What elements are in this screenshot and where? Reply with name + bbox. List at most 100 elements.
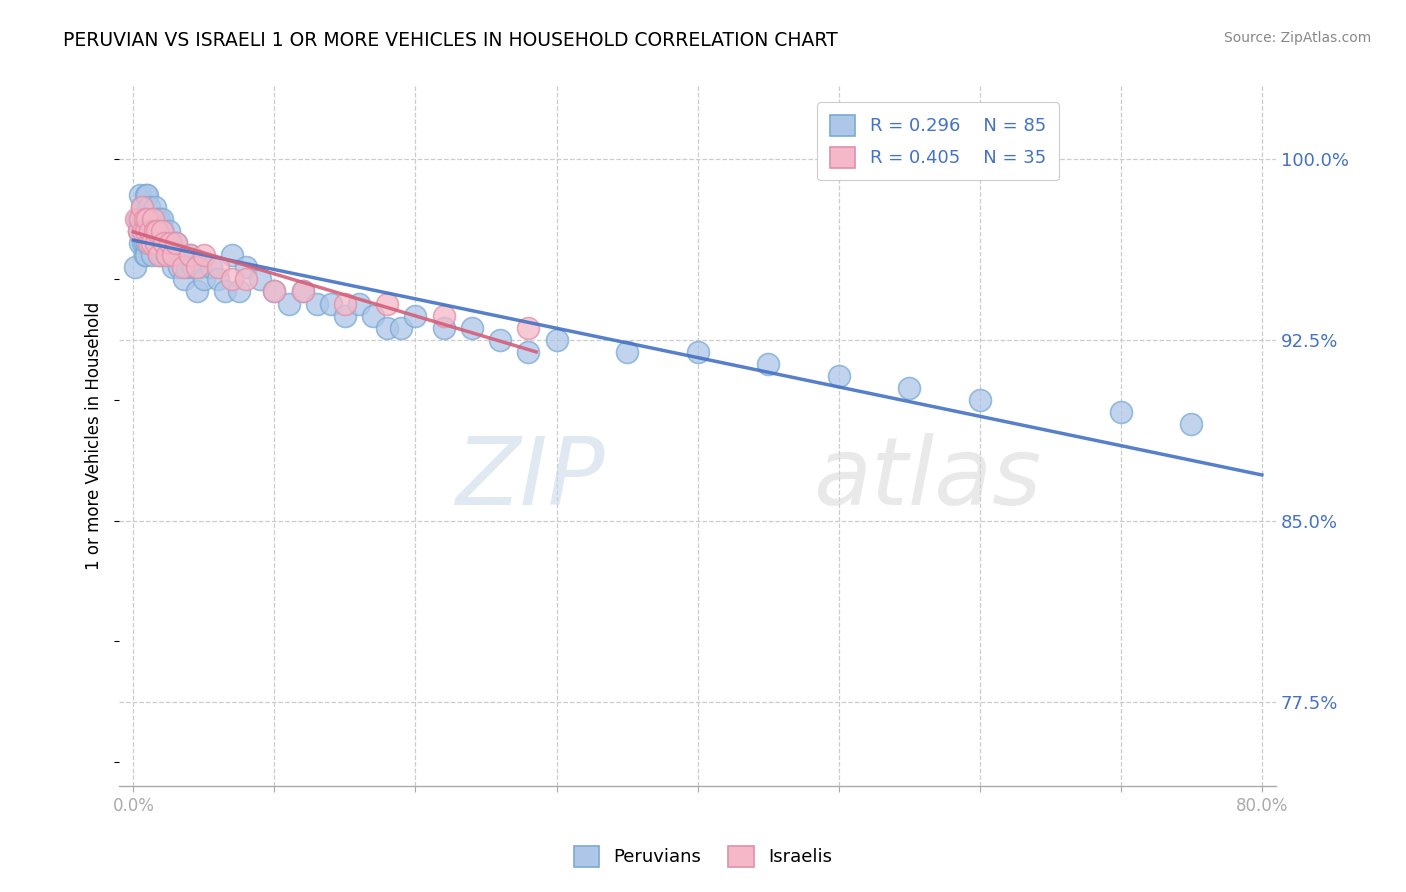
Point xyxy=(179,248,201,262)
Point xyxy=(305,296,328,310)
Point xyxy=(152,224,174,238)
Point xyxy=(150,212,173,227)
Point xyxy=(277,296,299,310)
Point xyxy=(179,248,201,262)
Point xyxy=(249,272,271,286)
Point xyxy=(149,236,172,251)
Point xyxy=(143,224,166,238)
Point xyxy=(461,320,484,334)
Point xyxy=(193,248,215,262)
Legend: R = 0.296    N = 85, R = 0.405    N = 35: R = 0.296 N = 85, R = 0.405 N = 35 xyxy=(817,103,1059,180)
Point xyxy=(142,212,165,227)
Point xyxy=(148,248,170,262)
Text: atlas: atlas xyxy=(813,433,1042,524)
Point xyxy=(136,212,159,227)
Point xyxy=(221,248,243,262)
Point xyxy=(134,248,156,262)
Point xyxy=(138,236,160,251)
Point xyxy=(200,260,222,275)
Point xyxy=(193,272,215,286)
Point xyxy=(190,260,212,275)
Point xyxy=(159,248,181,262)
Point xyxy=(159,236,181,251)
Y-axis label: 1 or more Vehicles in Household: 1 or more Vehicles in Household xyxy=(86,302,103,570)
Point xyxy=(127,212,149,227)
Point xyxy=(167,260,190,275)
Point xyxy=(517,344,540,359)
Point xyxy=(141,224,163,238)
Point xyxy=(1109,405,1132,419)
Point xyxy=(150,248,173,262)
Point xyxy=(146,224,169,238)
Point xyxy=(291,285,314,299)
Point xyxy=(898,381,921,395)
Point xyxy=(134,212,156,227)
Point xyxy=(128,224,150,238)
Point xyxy=(132,224,155,238)
Point xyxy=(138,200,160,214)
Point xyxy=(389,320,412,334)
Point xyxy=(125,212,148,227)
Point xyxy=(214,285,236,299)
Point xyxy=(153,236,176,251)
Point xyxy=(176,260,198,275)
Text: ZIP: ZIP xyxy=(456,433,605,524)
Point xyxy=(235,272,257,286)
Point xyxy=(221,272,243,286)
Point xyxy=(143,224,166,238)
Point xyxy=(129,212,152,227)
Point xyxy=(969,392,991,407)
Point xyxy=(129,236,152,251)
Point xyxy=(138,224,160,238)
Point xyxy=(156,236,179,251)
Point xyxy=(263,285,285,299)
Legend: Peruvians, Israelis: Peruvians, Israelis xyxy=(567,838,839,874)
Point xyxy=(186,285,208,299)
Point xyxy=(134,212,156,227)
Point xyxy=(124,260,146,275)
Point xyxy=(135,248,157,262)
Point xyxy=(136,236,159,251)
Point xyxy=(153,236,176,251)
Point xyxy=(291,285,314,299)
Point xyxy=(155,248,177,262)
Point xyxy=(131,200,153,214)
Point xyxy=(162,248,184,262)
Point xyxy=(160,236,183,251)
Point xyxy=(1180,417,1202,432)
Point xyxy=(170,248,193,262)
Point xyxy=(139,212,162,227)
Point xyxy=(263,285,285,299)
Point xyxy=(156,248,179,262)
Point xyxy=(162,260,184,275)
Point xyxy=(141,248,163,262)
Point xyxy=(128,224,150,238)
Point xyxy=(135,212,157,227)
Point xyxy=(134,236,156,251)
Point xyxy=(616,344,638,359)
Point xyxy=(157,224,180,238)
Point xyxy=(148,212,170,227)
Point xyxy=(135,224,157,238)
Point xyxy=(207,260,229,275)
Point xyxy=(546,333,568,347)
Point xyxy=(319,296,342,310)
Point xyxy=(143,200,166,214)
Point xyxy=(173,272,195,286)
Text: PERUVIAN VS ISRAELI 1 OR MORE VEHICLES IN HOUSEHOLD CORRELATION CHART: PERUVIAN VS ISRAELI 1 OR MORE VEHICLES I… xyxy=(63,31,838,50)
Point xyxy=(131,224,153,238)
Point xyxy=(165,236,187,251)
Point xyxy=(375,320,398,334)
Point xyxy=(136,212,159,227)
Point xyxy=(145,236,167,251)
Point xyxy=(375,296,398,310)
Point xyxy=(235,260,257,275)
Point xyxy=(142,212,165,227)
Point xyxy=(129,212,152,227)
Point xyxy=(433,309,456,323)
Point xyxy=(489,333,512,347)
Point xyxy=(148,248,170,262)
Point xyxy=(165,236,187,251)
Point xyxy=(150,224,173,238)
Point xyxy=(132,236,155,251)
